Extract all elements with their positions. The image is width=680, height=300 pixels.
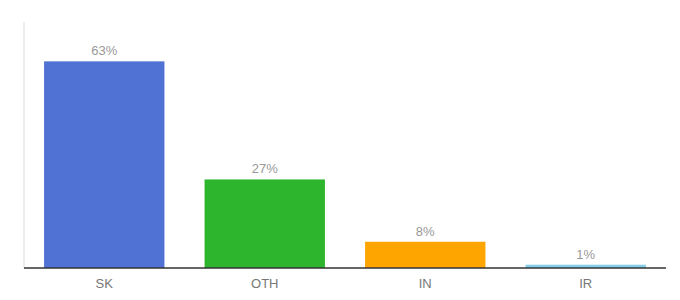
data-label: 63% [91,43,117,58]
y-axis-line [24,22,25,268]
data-label: 8% [416,224,435,239]
x-axis-line [24,267,666,269]
bar [44,61,164,268]
chart-container: 63% 27% 8% 1% SK OTH IN IR [0,0,680,300]
bar [205,179,325,268]
data-labels: 63% 27% 8% 1% [91,43,595,261]
bar [365,242,485,268]
data-label: 27% [252,161,278,176]
x-tick-label: IR [579,276,592,291]
bars [44,61,646,268]
x-tick-label: SK [96,276,114,291]
chart-svg: 63% 27% 8% 1% SK OTH IN IR [0,0,680,300]
data-label: 1% [576,247,595,262]
x-tick-label: IN [419,276,432,291]
x-tick-label: OTH [251,276,278,291]
x-tick-labels: SK OTH IN IR [96,276,593,291]
